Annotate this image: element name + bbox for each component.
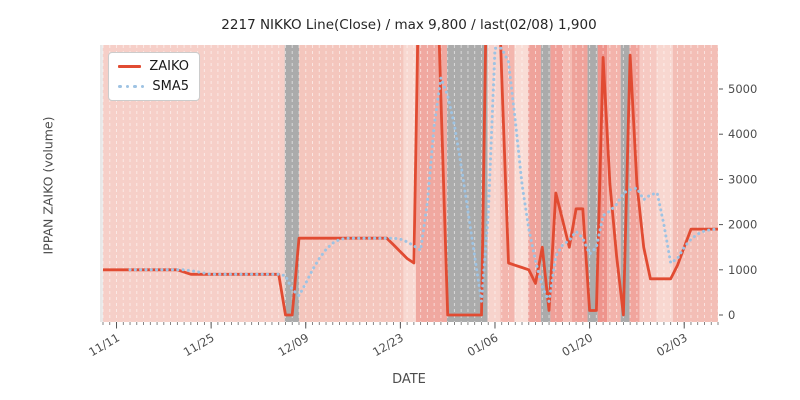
x-axis-label: DATE [392, 372, 426, 387]
x-tick-label: 11/11 [86, 330, 122, 359]
x-tick-label: 12/23 [370, 330, 406, 359]
y-tick-label: 5000 [728, 82, 757, 96]
zaiko-line-sample-icon [118, 65, 142, 68]
x-tick-label: 12/09 [276, 330, 312, 359]
chart-title: 2217 NIKKO Line(Close) / max 9,800 / las… [221, 17, 597, 33]
x-tick-label: 01/06 [465, 330, 501, 359]
x-tick-label: 02/03 [654, 330, 690, 359]
legend-label-sma5: SMA5 [152, 79, 189, 94]
x-axis: 11/11 11/25 12/09 12/23 01/06 01/20 02/03 [86, 322, 719, 359]
background-bands [100, 45, 718, 322]
y-tick-label: 0 [728, 308, 735, 322]
y-tick-label: 2000 [728, 218, 757, 232]
legend-item-zaiko: ZAIKO [118, 60, 189, 73]
y-axis-label: IPPAN ZAIKO (volume) [40, 116, 56, 255]
legend: ZAIKO SMA5 [108, 52, 200, 101]
x-tick-label: 01/20 [559, 330, 595, 359]
x-tick-label: 11/25 [181, 330, 217, 359]
legend-label-zaiko: ZAIKO [149, 59, 189, 74]
day-gridlines [102, 45, 719, 322]
y-tick-label: 3000 [728, 172, 757, 186]
zaiko-line [103, 45, 718, 317]
legend-item-sma5: SMA5 [118, 80, 189, 93]
y-axis: 0 1000 2000 3000 4000 5000 [719, 82, 757, 322]
sma5-line [128, 46, 718, 307]
y-tick-label: 1000 [728, 263, 757, 277]
y-tick-label: 4000 [728, 127, 757, 141]
sma5-dots-sample-icon [118, 84, 145, 89]
